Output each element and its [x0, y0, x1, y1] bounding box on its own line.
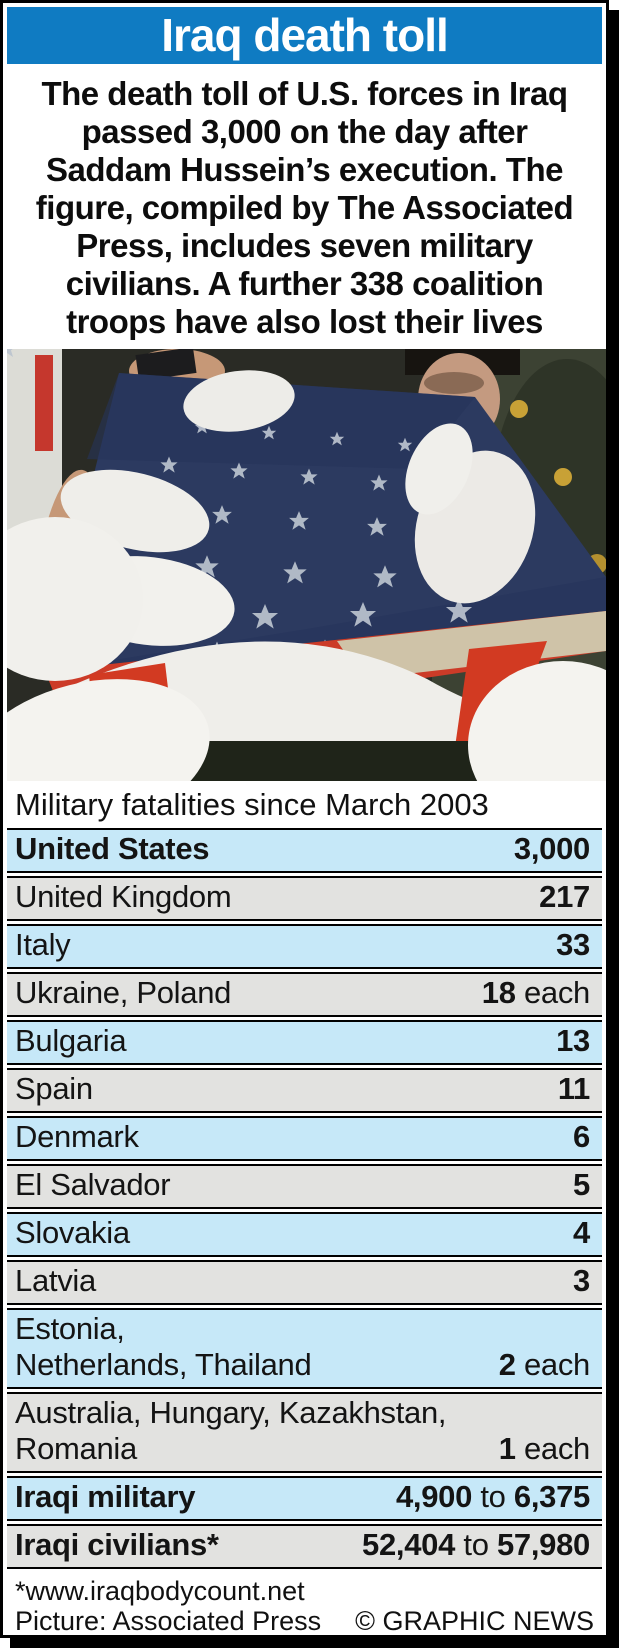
title-bar: Iraq death toll: [7, 7, 602, 64]
intro-line: The death toll of U.S. forces in Iraq: [41, 75, 568, 112]
table-subtitle: Military fatalities since March 2003: [15, 787, 489, 822]
row-value: 18 each: [481, 975, 591, 1010]
row-label: Bulgaria: [15, 1023, 127, 1058]
row-value: 33: [556, 927, 590, 962]
table-row: Estonia, Netherlands, Thailand 2 each: [7, 1308, 602, 1389]
table-row: Spain 11: [7, 1068, 602, 1113]
row-label: El Salvador: [15, 1167, 171, 1202]
row-value: 5: [573, 1167, 590, 1202]
row-value: 4: [573, 1215, 590, 1250]
row-label: Slovakia: [15, 1215, 130, 1250]
row-value: 52,404 to 57,980: [362, 1527, 590, 1562]
table-row: United Kingdom 217: [7, 876, 602, 921]
row-value: 4,900 to 6,375: [395, 1479, 590, 1514]
table-row: Ukraine, Poland 18 each: [7, 972, 602, 1017]
table-row: Bulgaria 13: [7, 1020, 602, 1065]
table-row: El Salvador 5: [7, 1164, 602, 1209]
table-row: Iraqi military 4,900 to 6,375: [7, 1476, 602, 1521]
infographic-card: Iraq death toll The death toll of U.S. f…: [0, 0, 609, 1638]
intro-line: passed 3,000 on the day after: [81, 113, 528, 150]
table-row: Australia, Hungary, Kazakhstan, Romania 1 …: [7, 1392, 602, 1473]
row-value: 11: [557, 1071, 590, 1106]
intro-text: The death toll of U.S. forces in Iraq pas…: [9, 75, 600, 341]
fatalities-table: United States 3,000 United Kingdom 217 Italy…: [7, 828, 602, 1569]
flag-photo-illustration: [7, 349, 606, 781]
table-row: Latvia 3: [7, 1260, 602, 1305]
table-row: Slovakia 4: [7, 1212, 602, 1257]
row-label: Australia, Hungary, Kazakhstan, Romania: [15, 1395, 447, 1466]
intro-line: figure, compiled by The Associated: [35, 189, 574, 226]
row-value: 217: [539, 879, 590, 914]
row-label: Spain: [15, 1071, 93, 1106]
row-label: Ukraine, Poland: [15, 975, 232, 1010]
row-value: 3: [573, 1263, 590, 1298]
row-label: Italy: [15, 927, 71, 962]
row-value: 1 each: [498, 1431, 591, 1466]
table-row: Italy 33: [7, 924, 602, 969]
table-row: Denmark 6: [7, 1116, 602, 1161]
row-label: United Kingdom: [15, 879, 232, 914]
row-label: Denmark: [15, 1119, 139, 1154]
table-row: Iraqi civilians* 52,404 to 57,980: [7, 1524, 602, 1569]
row-label: Iraqi civilians*: [15, 1527, 219, 1562]
row-label: Latvia: [15, 1263, 96, 1298]
copyright: © GRAPHIC NEWS: [355, 1606, 594, 1636]
row-value: 2 each: [498, 1347, 591, 1382]
row-label: Iraqi military: [15, 1479, 196, 1514]
intro-line: troops have also lost their lives: [66, 303, 543, 340]
picture-credit: Picture: Associated Press: [15, 1606, 322, 1636]
row-label: United States: [15, 831, 210, 866]
row-label: Estonia, Netherlands, Thailand: [15, 1311, 312, 1382]
row-value: 13: [556, 1023, 590, 1058]
table-row: United States 3,000: [7, 828, 602, 873]
footnote-url: *www.iraqbodycount.net: [15, 1576, 305, 1606]
row-value: 6: [573, 1119, 590, 1154]
coffin-flag-photo: [7, 349, 606, 781]
footer: *www.iraqbodycount.net Picture: Associat…: [7, 1569, 602, 1636]
intro-line: civilians. A further 338 coalition: [65, 265, 544, 302]
intro-line: Saddam Hussein’s execution. The: [46, 151, 563, 188]
intro-line: Press, includes seven military: [76, 227, 533, 264]
page-title: Iraq death toll: [161, 9, 449, 61]
row-value: 3,000: [513, 831, 590, 866]
